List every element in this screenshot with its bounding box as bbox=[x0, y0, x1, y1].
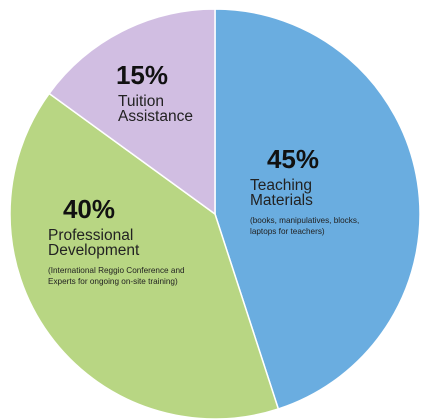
slice-label-line: Teaching bbox=[250, 177, 312, 194]
pie-slices bbox=[9, 8, 421, 419]
percent-label-professional-development: 40% bbox=[63, 194, 115, 224]
slice-label-line: Professional bbox=[48, 227, 133, 244]
percent-label-tuition-assistance: 15% bbox=[116, 60, 168, 90]
slice-label-line: Development bbox=[48, 242, 140, 259]
percent-label-teaching-materials: 45% bbox=[267, 144, 319, 174]
slice-note-line: Experts for ongoing on-site training) bbox=[48, 277, 178, 286]
slice-note-line: (International Reggio Conference and bbox=[48, 266, 185, 275]
slice-label-line: Assistance bbox=[118, 108, 193, 125]
slice-label-line: Tuition bbox=[118, 93, 164, 110]
slice-note-line: (books, manipulatives, blocks, bbox=[250, 216, 359, 225]
slice-tuition-assistance bbox=[48, 8, 216, 216]
slice-teaching-materials bbox=[214, 8, 421, 410]
slice-label-line: Materials bbox=[250, 192, 313, 209]
slice-note-line: laptops for teachers) bbox=[250, 227, 325, 236]
